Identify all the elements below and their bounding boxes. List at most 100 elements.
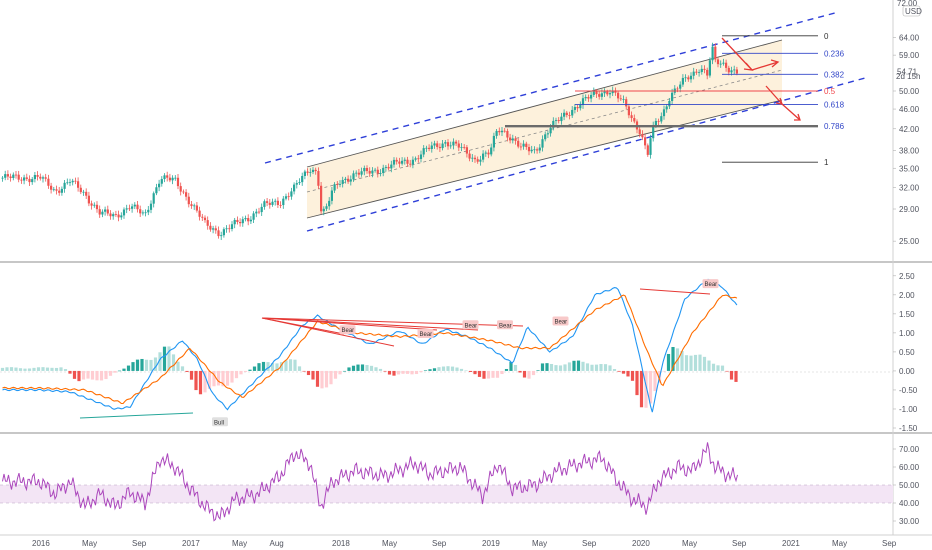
candle-body[interactable] <box>676 88 679 90</box>
macd-hist-bar[interactable] <box>59 367 63 371</box>
macd-hist-bar[interactable] <box>225 370 230 386</box>
divergence-tag-box[interactable] <box>212 417 228 427</box>
macd-hist-bar[interactable] <box>437 367 441 371</box>
candle-body[interactable] <box>303 171 306 176</box>
candle-body[interactable] <box>560 116 563 122</box>
candle-body[interactable] <box>463 146 466 148</box>
price-pane[interactable]: 0 0.236 0.382 0.5 0.618 0.786 1 64.00 59.00 54.7… <box>1 0 924 246</box>
candle-body[interactable] <box>90 203 93 206</box>
candle-body[interactable] <box>195 205 198 211</box>
candle-body[interactable] <box>652 125 655 139</box>
candle-body[interactable] <box>244 218 247 220</box>
divergence-lines[interactable] <box>261 288 711 347</box>
candle-body[interactable] <box>104 209 107 212</box>
candle-body[interactable] <box>541 139 544 148</box>
candle-body[interactable] <box>228 228 231 230</box>
macd-hist-bar[interactable] <box>707 360 711 371</box>
candle-body[interactable] <box>735 69 738 74</box>
candle-body[interactable] <box>233 219 236 225</box>
macd-hist-bar[interactable] <box>450 366 455 371</box>
candle-body[interactable] <box>28 178 31 183</box>
candle-body[interactable] <box>384 166 387 168</box>
candle-body[interactable] <box>371 170 374 174</box>
candle-body[interactable] <box>438 146 441 149</box>
macd-hist-bar[interactable] <box>315 370 320 387</box>
candle-body[interactable] <box>498 130 501 133</box>
macd-hist-bar[interactable] <box>603 364 608 371</box>
candle-body[interactable] <box>668 100 671 107</box>
macd-hist-bar[interactable] <box>441 366 446 371</box>
candle-body[interactable] <box>698 72 701 73</box>
candle-body[interactable] <box>401 160 404 164</box>
candle-body[interactable] <box>314 169 317 172</box>
macd-hist-bar[interactable] <box>720 365 725 371</box>
candle-body[interactable] <box>239 221 242 224</box>
candle-body[interactable] <box>444 142 447 144</box>
time-axis[interactable]: 2016 May Sep 2017 May Aug 2018 May Sep 2019 May Sep… <box>32 539 897 548</box>
candle-body[interactable] <box>176 177 180 187</box>
candle-body[interactable] <box>357 172 360 175</box>
candle-body[interactable] <box>584 97 587 99</box>
candle-body[interactable] <box>301 175 304 183</box>
candle-body[interactable] <box>536 149 539 151</box>
macd-hist-bar[interactable] <box>671 347 675 371</box>
candle-body[interactable] <box>492 135 495 148</box>
candle-body[interactable] <box>503 130 506 132</box>
macd-hist-bar[interactable] <box>360 364 365 371</box>
candle-body[interactable] <box>479 159 482 162</box>
macd-hist-bar[interactable] <box>468 370 473 372</box>
macd-hist-bar[interactable] <box>54 367 59 371</box>
candle-body[interactable] <box>662 109 666 117</box>
macd-hist-bar[interactable] <box>590 364 594 371</box>
candle-body[interactable] <box>473 157 477 160</box>
candle-body[interactable] <box>522 143 525 147</box>
candle-body[interactable] <box>222 229 225 236</box>
candle-body[interactable] <box>446 142 450 147</box>
macd-hist-bar[interactable] <box>509 361 513 371</box>
rsi-line[interactable] <box>2 442 738 522</box>
macd-hist-bar[interactable] <box>684 355 689 371</box>
candle-body[interactable] <box>608 93 612 95</box>
macd-hist-bar[interactable] <box>158 352 162 371</box>
macd-hist-bar[interactable] <box>396 370 401 375</box>
macd-hist-bar[interactable] <box>270 363 275 371</box>
macd-hist-bar[interactable] <box>612 369 617 371</box>
candle-body[interactable] <box>109 213 112 217</box>
candle-body[interactable] <box>344 178 347 180</box>
candle-body[interactable] <box>603 91 606 94</box>
macd-hist-bar[interactable] <box>27 368 32 371</box>
candle-body[interactable] <box>79 187 82 193</box>
candle-body[interactable] <box>63 182 66 189</box>
macd-histogram[interactable] <box>0 346 738 408</box>
candle-body[interactable] <box>12 174 15 178</box>
candle-body[interactable] <box>14 174 18 176</box>
candle-body[interactable] <box>68 182 72 184</box>
macd-hist-bar[interactable] <box>113 370 117 373</box>
candle-body[interactable] <box>187 196 190 205</box>
candle-body[interactable] <box>20 179 23 181</box>
candle-body[interactable] <box>500 130 504 133</box>
candle-body[interactable] <box>511 138 514 141</box>
candle-body[interactable] <box>592 91 595 95</box>
macd-hist-bar[interactable] <box>275 363 279 371</box>
candle-body[interactable] <box>538 147 541 151</box>
candle-body[interactable] <box>209 225 212 230</box>
candle-body[interactable] <box>660 116 663 122</box>
divergence-tag-box[interactable] <box>497 320 513 330</box>
candle-body[interactable] <box>509 137 512 141</box>
candle-body[interactable] <box>654 120 657 126</box>
candle-body[interactable] <box>530 149 533 152</box>
macd-hist-bar[interactable] <box>23 368 27 371</box>
candle-body[interactable] <box>355 172 358 174</box>
candle-body[interactable] <box>419 154 423 159</box>
macd-hist-bar[interactable] <box>410 370 414 375</box>
candle-body[interactable] <box>544 134 547 140</box>
candle-body[interactable] <box>95 204 99 210</box>
macd-hist-bar[interactable] <box>702 356 707 371</box>
candle-body[interactable] <box>387 166 390 169</box>
macd-hist-bar[interactable] <box>473 370 477 375</box>
macd-hist-bar[interactable] <box>77 370 81 382</box>
candle-body[interactable] <box>311 169 315 173</box>
candle-body[interactable] <box>23 177 26 181</box>
candle-body[interactable] <box>406 159 409 164</box>
